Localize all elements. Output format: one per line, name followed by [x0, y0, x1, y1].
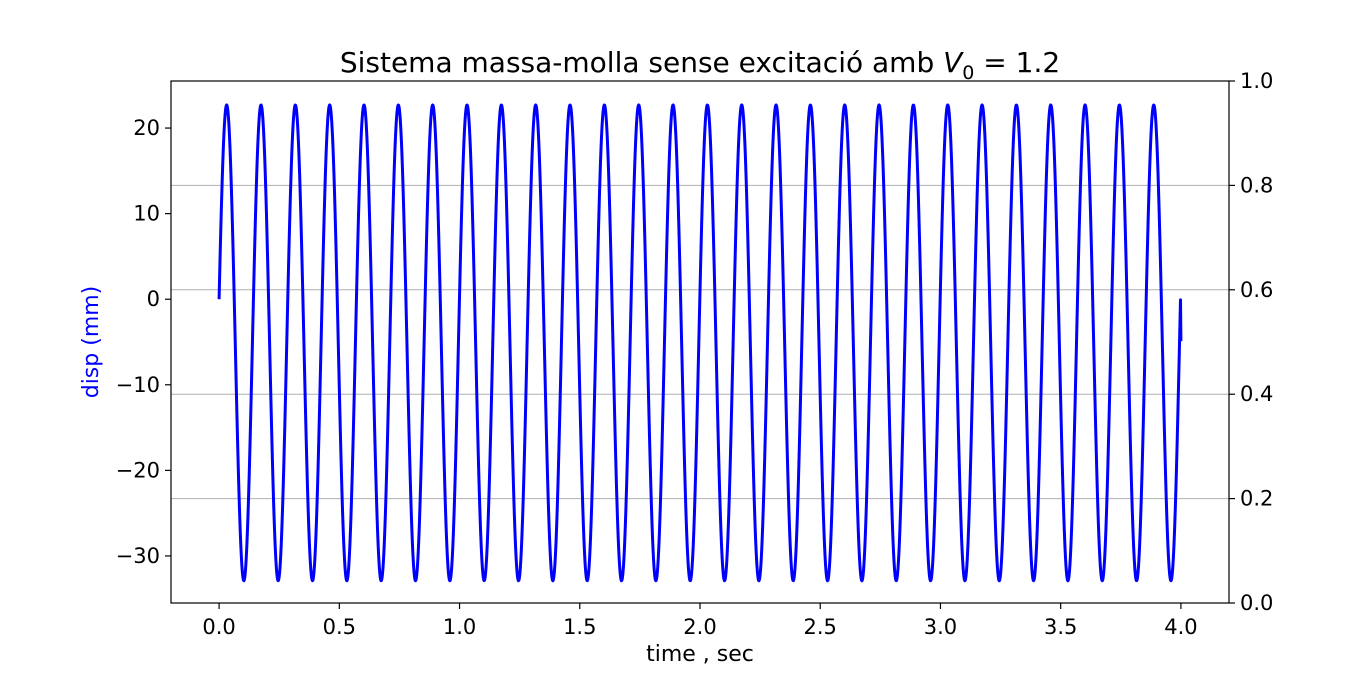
x-tick-label: 3.5 [1044, 615, 1077, 639]
y-tick-label: −20 [116, 458, 160, 482]
x-axis-ticks: 0.0 0.5 1.0 1.5 2.0 2.5 3.0 3.5 4.0 [202, 603, 1198, 639]
right-y-tick-label: 0.6 [1240, 278, 1273, 302]
right-y-tick-label: 0.4 [1240, 382, 1273, 406]
right-y-tick-label: 0.2 [1240, 487, 1273, 511]
chart-title: Sistema massa-molla sense excitació amb … [340, 46, 1060, 84]
x-axis-label: time , sec [646, 642, 754, 667]
x-tick-label: 2.0 [683, 615, 716, 639]
x-tick-label: 1.0 [443, 615, 476, 639]
x-tick-label: 2.5 [804, 615, 837, 639]
right-y-tick-label: 0.0 [1240, 591, 1273, 615]
y-tick-label: 10 [133, 202, 160, 226]
x-tick-label: 3.0 [924, 615, 957, 639]
y-tick-label: −30 [116, 544, 160, 568]
x-tick-label: 0.0 [202, 615, 235, 639]
y-tick-label: 20 [133, 116, 160, 140]
x-tick-label: 1.5 [563, 615, 596, 639]
x-tick-label: 4.0 [1164, 615, 1197, 639]
y-axis-ticks: −30 −20 −10 0 10 20 [116, 116, 171, 568]
y-tick-label: −10 [116, 373, 160, 397]
y-tick-label: 0 [147, 287, 160, 311]
right-y-axis-ticks: 0.0 0.2 0.4 0.6 0.8 1.0 [1229, 69, 1273, 615]
right-y-tick-label: 1.0 [1240, 69, 1273, 93]
right-y-tick-label: 0.8 [1240, 173, 1273, 197]
series-line-displacement [217, 103, 1183, 583]
y-axis-label: disp (mm) [79, 286, 104, 399]
x-tick-label: 0.5 [323, 615, 356, 639]
